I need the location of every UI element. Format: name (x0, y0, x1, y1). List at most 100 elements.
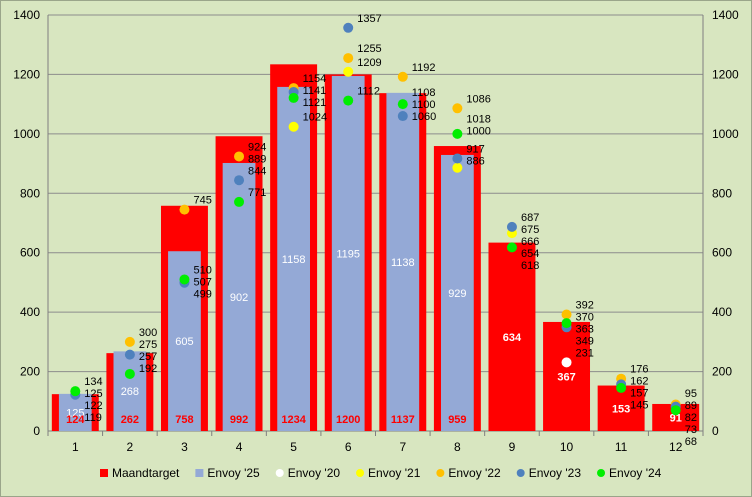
bar-maandtarget (488, 242, 536, 431)
y-tick-label-left: 1200 (13, 67, 40, 81)
point-envoy-24 (561, 318, 572, 329)
x-tick-label: 11 (615, 440, 628, 454)
y-tick-label-right: 800 (712, 186, 732, 200)
legend-item-label: Envoy '20 (288, 466, 341, 480)
data-label-point: 1255 (357, 43, 381, 55)
bar-envoy-25 (277, 86, 310, 431)
data-label-maandtarget: 262 (121, 414, 139, 426)
data-label-point: 654 (521, 248, 539, 260)
data-label-maandtarget: 634 (503, 332, 522, 344)
data-label-maandtarget: 367 (557, 371, 575, 383)
y-tick-label-right: 200 (712, 365, 732, 379)
data-label-point: 349 (576, 336, 594, 348)
point-envoy-22 (234, 151, 245, 162)
data-label-point: 1100 (412, 99, 436, 111)
data-label-envoy-25: 1158 (282, 254, 306, 266)
x-tick-label: 2 (127, 440, 134, 454)
data-label-maandtarget: 959 (448, 414, 466, 426)
point-envoy-22 (561, 309, 572, 320)
y-tick-label-right: 1000 (712, 127, 739, 141)
data-label-point: 134 (84, 376, 102, 388)
point-envoy-24 (452, 128, 463, 139)
data-label-maandtarget: 1137 (391, 414, 415, 426)
point-envoy-22 (452, 103, 463, 114)
point-envoy-22 (124, 336, 135, 347)
x-tick-label: 6 (345, 440, 352, 454)
data-label-point: 1024 (303, 112, 327, 124)
point-envoy-23 (343, 22, 354, 33)
point-envoy-21 (343, 66, 354, 77)
point-envoy-24 (179, 274, 190, 285)
legend-item-label: Envoy '23 (529, 466, 582, 480)
data-label-point: 257 (139, 351, 157, 363)
bar-envoy-25 (331, 75, 365, 432)
data-label-point: 1018 (466, 114, 490, 126)
x-tick-label: 4 (236, 440, 243, 454)
y-tick-label-right: 1400 (712, 8, 739, 22)
x-tick-label: 8 (454, 440, 461, 454)
y-tick-label-left: 1400 (13, 8, 40, 22)
data-label-point: 162 (630, 376, 648, 388)
data-label-envoy-25: 268 (121, 386, 139, 398)
data-label-point: 1060 (412, 111, 436, 123)
y-tick-label-right: 400 (712, 305, 732, 319)
data-label-point: 666 (521, 236, 539, 248)
data-label-maandtarget: 124 (66, 414, 85, 426)
y-tick-label-left: 0 (33, 424, 40, 438)
data-label-point: 745 (193, 195, 211, 207)
point-envoy-23 (234, 175, 245, 186)
point-envoy-23 (397, 111, 408, 122)
data-label-point: 176 (630, 364, 648, 376)
data-label-point: 886 (466, 156, 484, 168)
point-envoy-20 (561, 357, 572, 368)
data-label-point: 889 (248, 153, 266, 165)
data-label-point: 275 (139, 339, 157, 351)
data-label-envoy-25: 902 (230, 292, 248, 304)
point-envoy-24 (506, 242, 517, 253)
data-label-point: 122 (84, 400, 102, 412)
data-label-point: 687 (521, 212, 539, 224)
point-envoy-23 (124, 349, 135, 360)
y-tick-label-left: 800 (20, 186, 40, 200)
legend-swatch (100, 469, 108, 477)
data-label-point: 300 (139, 327, 157, 339)
legend-swatch (436, 469, 445, 477)
point-envoy-23 (452, 153, 463, 164)
data-label-point: 844 (248, 165, 266, 177)
data-label-maandtarget: 1234 (281, 414, 306, 426)
bar-maandtarget (543, 321, 591, 431)
point-envoy-22 (179, 204, 190, 215)
point-envoy-21 (452, 162, 463, 173)
point-envoy-24 (124, 368, 135, 379)
data-label-point: 1192 (412, 62, 436, 74)
point-envoy-24 (670, 405, 681, 416)
data-label-point: 1141 (303, 85, 327, 97)
x-tick-label: 1 (72, 440, 79, 454)
x-tick-label: 7 (399, 440, 406, 454)
legend-swatch (356, 469, 365, 477)
data-label-point: 1112 (357, 86, 380, 98)
bar-envoy-25 (386, 92, 420, 431)
data-label-point: 231 (576, 348, 594, 360)
bar-envoy-25 (222, 162, 256, 431)
bar-envoy-25 (441, 154, 474, 431)
data-label-envoy-25: 605 (175, 336, 193, 348)
x-tick-label: 5 (290, 440, 297, 454)
data-label-point: 499 (193, 288, 211, 300)
data-label-point: 119 (84, 412, 102, 424)
data-label-point: 1086 (466, 93, 490, 105)
point-envoy-22 (343, 53, 354, 64)
legend-swatch (516, 469, 525, 477)
data-label-point: 125 (84, 388, 102, 400)
y-tick-label-left: 1000 (13, 127, 40, 141)
data-label-point: 618 (521, 260, 539, 272)
data-label-point: 510 (193, 264, 211, 276)
y-tick-label-right: 600 (712, 246, 732, 260)
data-label-maandtarget: 992 (230, 414, 248, 426)
point-envoy-24 (288, 92, 299, 103)
data-label-maandtarget: 758 (175, 414, 193, 426)
data-label-point: 1357 (357, 13, 381, 25)
data-label-envoy-25: 929 (448, 288, 466, 300)
data-label-point: 1121 (303, 97, 327, 109)
